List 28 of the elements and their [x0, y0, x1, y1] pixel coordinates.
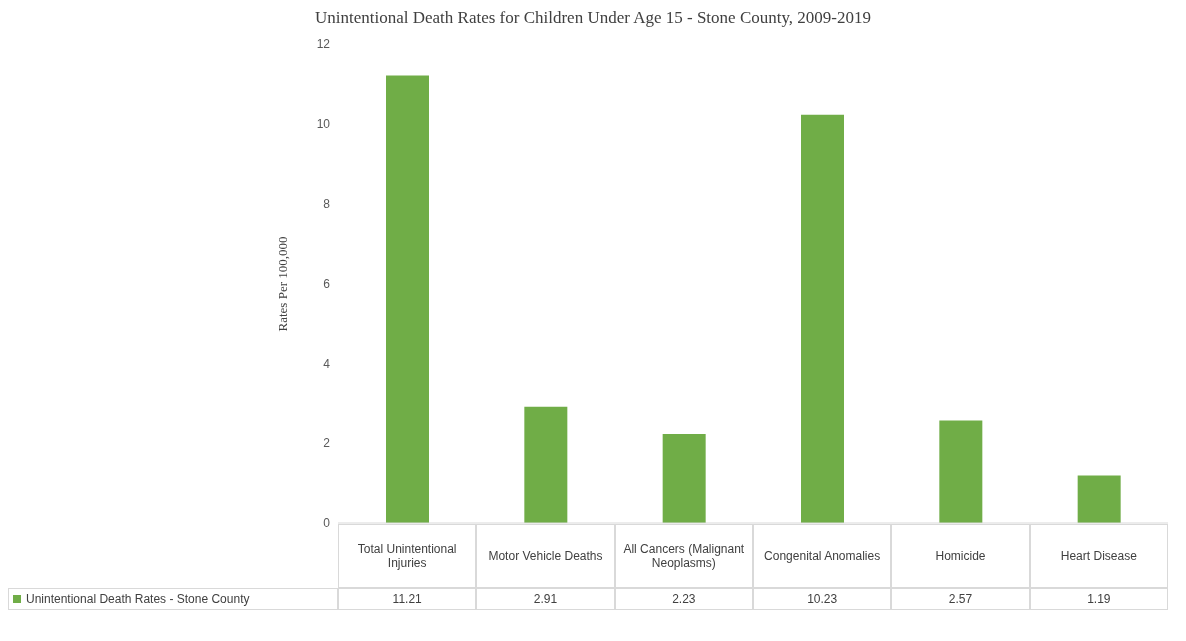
bar: [524, 406, 568, 523]
x-tick-label: Congenital Anomalies: [752, 524, 892, 588]
bar: [939, 420, 983, 523]
y-tick-label: 12: [316, 37, 331, 52]
y-tick-label: 8: [323, 196, 331, 211]
y-tick-label: 0: [323, 516, 331, 531]
x-tick-label: Homicide: [891, 524, 1030, 588]
x-tick-label: Heart Disease: [1029, 524, 1168, 588]
y-tick-label: 10: [316, 117, 331, 132]
data-label: 2.91: [476, 588, 615, 610]
y-tick-label: 6: [323, 276, 331, 291]
bar: [386, 75, 429, 523]
data-label: 11.21: [338, 588, 477, 610]
bar: [1077, 475, 1121, 523]
chart-title: Unintentional Death Rates for Children Under Age 15 - Stone County, 2009-2019: [314, 8, 872, 29]
bar: [801, 114, 844, 523]
x-tick-label: Motor Vehicle Deaths: [476, 524, 615, 588]
x-tick-label: Total Unintentional Injuries: [338, 524, 477, 588]
y-tick-label: 4: [323, 356, 331, 371]
data-label: 2.57: [891, 588, 1030, 610]
legend-label: Unintentional Death Rates - Stone County: [8, 588, 338, 610]
data-label: 2.23: [614, 588, 753, 610]
x-tick-label: All Cancers (Malignant Neoplasms): [614, 524, 753, 588]
y-axis-title: Rates Per 100,000: [275, 236, 291, 332]
bar: [662, 433, 706, 523]
data-label: 1.19: [1029, 588, 1168, 610]
y-tick-label: 2: [323, 436, 331, 451]
data-label: 10.23: [752, 588, 892, 610]
